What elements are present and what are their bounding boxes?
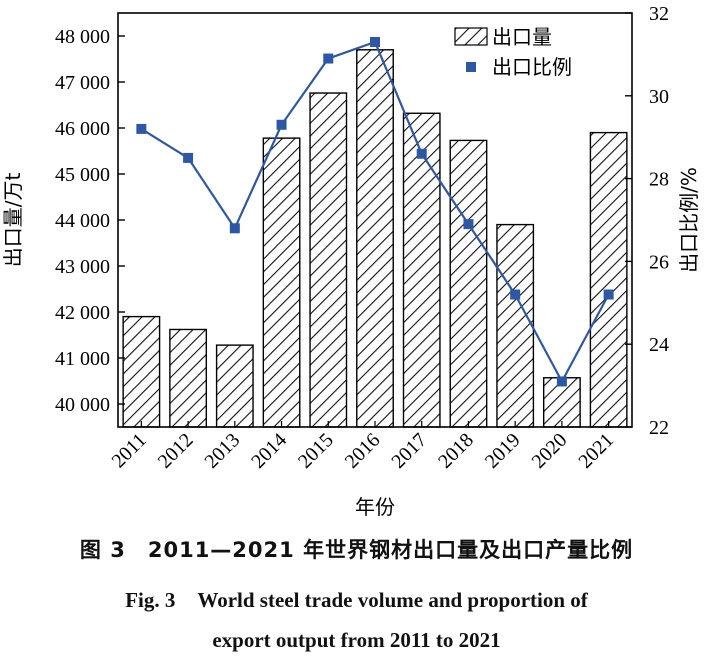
caption-chinese-text: 2011—2021 年世界钢材出口量及出口产量比例 [147,538,634,562]
x-tick-label: 2014 [247,429,291,473]
y-axis-label: 出口量/万t [1,173,25,268]
caption-english-number: Fig. 3 [125,588,176,612]
caption-english-line2: export output from 2011 to 2021 [212,628,501,652]
y2-tick-label: 24 [649,334,669,356]
y-tick-label: 42 000 [55,302,110,324]
legend-label-bar: 出口量 [492,25,552,49]
x-tick-label: 2020 [528,429,572,473]
ratio-point-2019 [510,289,521,300]
y2-tick-label: 28 [649,169,669,191]
ratio-point-2016 [370,36,380,47]
caption-english-line1: Fig. 3 World steel trade volume and propo… [0,588,713,613]
bar-2012 [169,328,208,428]
y2-tick-label: 32 [649,3,669,25]
legend-swatch-bar [454,27,488,46]
bar-2019 [496,223,535,428]
x-tick-label: 2017 [387,429,431,473]
ratio-point-2018 [463,219,474,230]
x-tick-label: 2019 [481,429,525,473]
ratio-point-2011 [136,123,147,134]
bars-layer [122,49,628,428]
y2-tick-label: 26 [649,251,669,273]
y-tick-label: 48 000 [55,26,110,48]
bar-2021 [589,131,628,428]
x-tick-label: 2016 [341,429,385,473]
bar-2017 [402,112,441,428]
x-tick-label: 2013 [201,429,245,473]
y-tick-label: 40 000 [55,394,110,416]
line-layer [136,36,614,387]
y-tick-label: 43 000 [55,256,110,278]
legend-label-line: 出口比例 [492,55,572,79]
bar-2016 [356,49,394,428]
ratio-point-2015 [323,53,334,64]
x-tick-label: 2018 [434,429,478,473]
caption-english-text: World steel trade volume and proportion … [197,588,588,612]
bar-2014 [262,137,301,428]
y2-tick-label: 30 [649,86,669,108]
x-tick-label: 2012 [154,429,198,473]
caption-chinese-number: 图 3 [79,538,126,562]
x-axis-label: 年份 [355,495,395,519]
x-tick-label: 2011 [108,429,151,472]
y-tick-label: 47 000 [55,72,110,94]
bar-2013 [215,344,254,428]
bar-2011 [122,315,161,428]
legend: 出口量 出口比例 [454,25,572,79]
y2-tick-label: 22 [649,417,669,439]
chart: 40 000 41 000 42 000 43 000 44 000 45 000 46 0… [1,3,701,519]
ratio-point-2013 [229,223,240,234]
bar-2018 [449,139,488,428]
caption-chinese: 图 3 2011—2021 年世界钢材出口量及出口产量比例 [0,534,713,564]
ratio-point-2017 [416,148,427,159]
y-tick-label: 44 000 [55,210,110,232]
bar-2015 [309,92,348,428]
ratio-point-2014 [276,119,287,130]
x-tick-label: 2015 [294,429,338,473]
y-tick-label: 45 000 [55,164,110,186]
y-tick-label: 46 000 [55,118,110,140]
y2-axis-label: 出口比例/% [677,167,701,273]
legend-swatch-line [466,62,476,72]
ratio-point-2020 [556,376,567,387]
x-tick-label: 2021 [574,429,618,473]
y-tick-label: 41 000 [55,348,110,370]
ratio-point-2021 [603,289,614,300]
ratio-point-2012 [183,152,194,163]
